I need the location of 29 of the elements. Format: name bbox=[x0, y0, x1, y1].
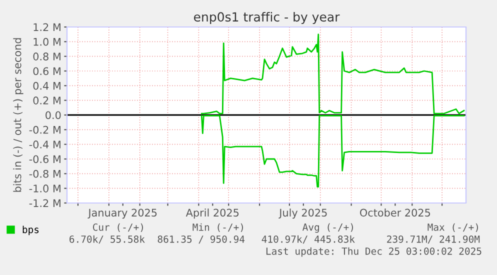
text: 6.70k/ 55.58k bbox=[70, 235, 145, 244]
text: Cur (-/+) bbox=[92, 223, 143, 232]
y-tick-label: -0.4 M bbox=[29, 140, 60, 148]
y-tick-label: 0.0 bbox=[46, 111, 61, 120]
legend-label: bps bbox=[22, 226, 39, 236]
y-tick-label: -0.8 M bbox=[29, 170, 60, 178]
y-tick-label: 0.6 M bbox=[33, 67, 60, 76]
text: Min (-/+) bbox=[192, 223, 243, 232]
chart-title: enp0s1 traffic - by year bbox=[194, 12, 340, 24]
y-tick-label: 0.2 M bbox=[33, 96, 60, 104]
text: 410.97k/ 445.83k bbox=[262, 235, 355, 244]
y-tick-label: -1.0 M bbox=[29, 184, 60, 192]
x-tick-label: October 2025 bbox=[360, 208, 430, 217]
y-tick-label: 0.4 M bbox=[33, 82, 60, 90]
text: 861.35 / 950.94 bbox=[158, 235, 245, 244]
y-tick-label: 1.0 M bbox=[34, 38, 60, 46]
text: Max (-/+) bbox=[428, 223, 478, 232]
y-axis-title: bits in (-) / out (+) per second bbox=[13, 38, 24, 192]
y-tick-label: -0.6 M bbox=[29, 155, 60, 164]
y-tick-label: 1.2 M bbox=[34, 23, 60, 31]
y-tick-label: -0.2 M bbox=[29, 126, 60, 134]
y-tick-label: 0.8 M bbox=[33, 52, 60, 60]
text: Last update: Thu Dec 25 03:00:02 2025 bbox=[266, 247, 482, 257]
x-tick-label: January 2025 bbox=[88, 208, 157, 219]
text: Avg (-/+) bbox=[302, 223, 353, 233]
x-tick-label: April 2025 bbox=[186, 208, 239, 219]
y-tick-label: -1.2 M bbox=[29, 199, 60, 207]
text: 239.71M/ 241.90M bbox=[387, 235, 480, 244]
x-tick-label: July 2025 bbox=[278, 208, 327, 219]
